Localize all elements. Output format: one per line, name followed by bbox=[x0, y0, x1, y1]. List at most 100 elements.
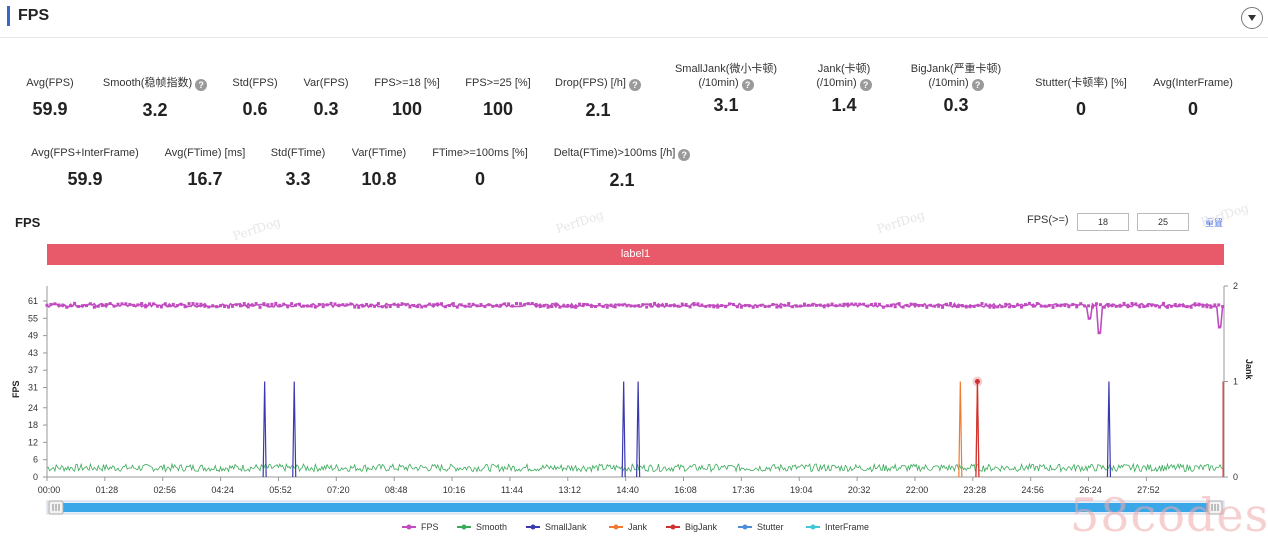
help-icon[interactable]: ? bbox=[195, 79, 208, 91]
fps-point bbox=[1039, 304, 1043, 308]
fps-point bbox=[365, 302, 369, 306]
x-tick-label: 16:08 bbox=[674, 485, 697, 495]
fps-point bbox=[830, 302, 834, 306]
metric-value: 2.1 bbox=[585, 100, 611, 120]
metric-value: 0 bbox=[1187, 99, 1198, 119]
reset-button[interactable]: 重置 bbox=[1205, 218, 1224, 228]
help-icon[interactable]: ? bbox=[678, 149, 691, 161]
fps-point bbox=[167, 304, 171, 308]
fps-point bbox=[349, 302, 353, 306]
fps-point bbox=[290, 302, 294, 306]
fps-point bbox=[152, 302, 156, 306]
metric-label: Delta(FTime)>100ms [/h]? bbox=[532, 146, 712, 161]
x-tick-label: 24:56 bbox=[1021, 485, 1044, 495]
fps-point bbox=[731, 303, 735, 307]
fps-point bbox=[775, 305, 779, 309]
panel-header: FPS bbox=[0, 0, 1268, 38]
collapse-chevron-icon[interactable] bbox=[1241, 7, 1263, 29]
legend-label: Jank bbox=[628, 522, 648, 532]
fps-threshold-input-1[interactable]: 18 bbox=[1077, 213, 1129, 231]
fps-point bbox=[988, 305, 992, 309]
fps-point bbox=[380, 305, 384, 309]
metric-metrics_row2-0: Avg(FPS+InterFrame) 59.9 bbox=[0, 146, 175, 190]
fps-point bbox=[116, 302, 120, 306]
fps-point bbox=[1019, 305, 1023, 309]
metric-value: 2.1 bbox=[609, 170, 635, 190]
fps-point bbox=[818, 303, 822, 307]
y-tick-label: 61 bbox=[28, 296, 38, 306]
metric-metrics_row1-2: Std(FPS) 0.6 bbox=[165, 76, 345, 120]
fps-point bbox=[526, 302, 530, 306]
legend-dot bbox=[742, 524, 748, 530]
watermark: PerfDog bbox=[231, 214, 283, 244]
legend-label: FPS bbox=[421, 522, 439, 532]
fps-point bbox=[877, 302, 881, 306]
fps-point bbox=[810, 303, 814, 307]
fps-threshold-input-2[interactable]: 25 bbox=[1137, 213, 1189, 231]
fps-point bbox=[1114, 304, 1118, 308]
help-icon[interactable]: ? bbox=[971, 79, 984, 91]
fps-point bbox=[783, 303, 787, 307]
help-icon[interactable]: ? bbox=[628, 79, 641, 91]
fps-point bbox=[708, 304, 712, 308]
y-tick-label: 6 bbox=[33, 455, 38, 465]
fps-point bbox=[514, 302, 518, 306]
fps-point bbox=[148, 302, 152, 306]
fps-point bbox=[1083, 304, 1087, 308]
y-tick-label: 31 bbox=[28, 383, 38, 393]
fps-point bbox=[743, 303, 747, 307]
legend-item-interframe[interactable]: InterFrame bbox=[806, 522, 869, 532]
y-axis-title: FPS bbox=[11, 380, 21, 398]
legend-item-jank[interactable]: Jank bbox=[609, 522, 648, 532]
fps-point bbox=[108, 302, 112, 306]
legend-item-fps[interactable]: FPS bbox=[402, 522, 439, 532]
fps-point bbox=[408, 305, 412, 309]
fps-point bbox=[1213, 303, 1217, 307]
panel-title: FPS bbox=[18, 7, 50, 24]
fps-point bbox=[558, 305, 562, 309]
legend-item-smooth[interactable]: Smooth bbox=[457, 522, 507, 532]
fps-point bbox=[948, 302, 952, 306]
fps-point bbox=[522, 303, 526, 307]
fps-point bbox=[629, 304, 633, 308]
fps-point bbox=[404, 303, 408, 307]
legend-item-bigjank[interactable]: BigJank bbox=[666, 522, 718, 532]
fps-point bbox=[329, 301, 333, 305]
metric-label: Avg(FPS+InterFrame) bbox=[31, 147, 139, 159]
metric-value: 100 bbox=[482, 99, 514, 119]
help-icon[interactable]: ? bbox=[859, 79, 872, 91]
fps-point bbox=[901, 305, 905, 309]
bigjank-marker-halo bbox=[972, 376, 983, 387]
zoom-range bbox=[59, 503, 1212, 512]
fps-point bbox=[436, 302, 440, 306]
metric-metrics_row1-9: BigJank(严重卡顿) (/10min)? 0.3 bbox=[866, 62, 1046, 116]
fps-point bbox=[1102, 305, 1106, 309]
fps-point bbox=[546, 305, 550, 309]
label-bar[interactable]: label1 bbox=[47, 244, 1224, 265]
fps-point bbox=[1031, 304, 1035, 308]
legend-item-stutter[interactable]: Stutter bbox=[738, 522, 784, 532]
x-tick-label: 00:00 bbox=[38, 485, 61, 495]
fps-point bbox=[992, 305, 996, 309]
help-icon[interactable]: ? bbox=[741, 79, 754, 91]
fps-filter-label: FPS(>=) bbox=[1027, 214, 1069, 226]
fps-point bbox=[195, 302, 199, 306]
legend-label: Stutter bbox=[757, 522, 784, 532]
legend-item-smalljank[interactable]: SmallJank bbox=[526, 522, 587, 532]
fps-point bbox=[440, 302, 444, 306]
fps-point bbox=[1008, 305, 1012, 309]
chart-title: FPS bbox=[15, 215, 41, 230]
fps-point bbox=[921, 304, 925, 308]
fps-point bbox=[112, 304, 116, 308]
fps-point bbox=[554, 302, 558, 306]
fps-point bbox=[1158, 305, 1162, 309]
fps-point bbox=[633, 304, 637, 308]
metric-value: 3.1 bbox=[713, 95, 739, 115]
fps-point bbox=[945, 302, 949, 306]
fps-point bbox=[258, 305, 262, 309]
zoom-handle-left[interactable] bbox=[48, 500, 64, 515]
fps-point bbox=[92, 305, 96, 309]
fps-point bbox=[684, 303, 688, 307]
fps-dip-point bbox=[1087, 316, 1091, 320]
legend-dot bbox=[670, 524, 676, 530]
